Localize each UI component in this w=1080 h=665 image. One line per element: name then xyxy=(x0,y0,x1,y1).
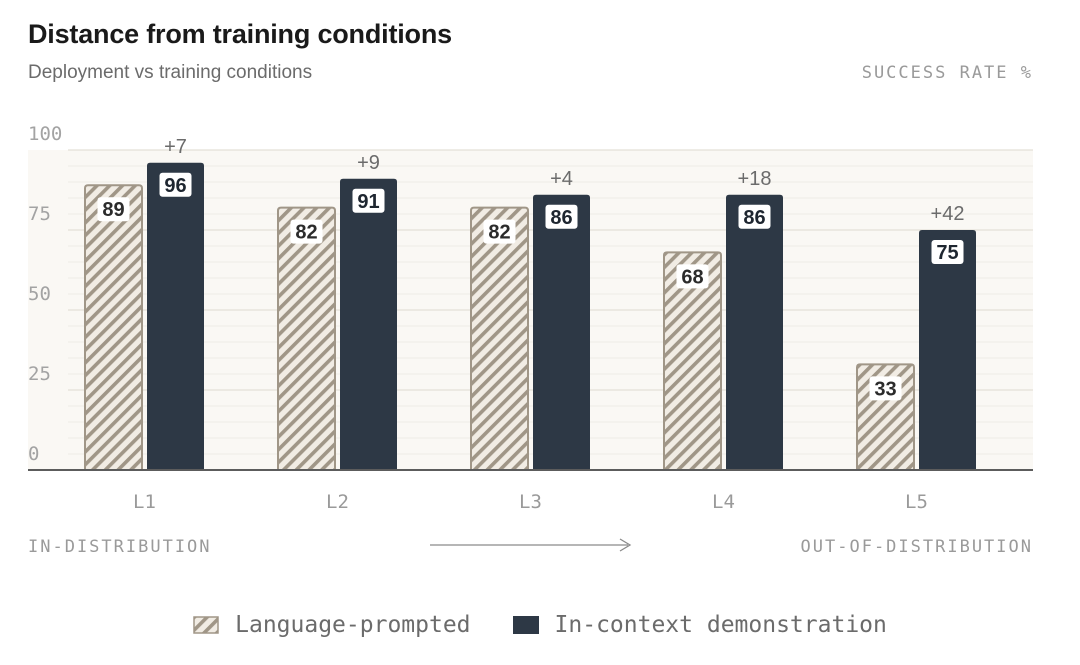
chart-title: Distance from training conditions xyxy=(28,19,452,49)
difference-label: +42 xyxy=(931,203,965,225)
difference-label: +9 xyxy=(357,152,380,174)
demonstration-value-label-box xyxy=(159,172,192,197)
demonstration-bar xyxy=(340,178,397,471)
demonstration-value-label: 75 xyxy=(936,242,958,264)
x-tick-label: L5 xyxy=(905,491,928,513)
language-value-label-box xyxy=(676,264,709,289)
legend-label-language: Language-prompted xyxy=(235,612,471,638)
demonstration-value-label: 86 xyxy=(550,207,572,229)
demonstration-value-label-box xyxy=(931,240,964,264)
demonstration-value-label-box xyxy=(352,188,385,213)
language-prompted-bar xyxy=(84,184,143,471)
difference-label: +7 xyxy=(164,136,187,158)
in-distribution-label: IN-DISTRIBUTION xyxy=(28,537,212,557)
y-axis-ticks: 0 25 50 75 100 xyxy=(28,123,62,465)
chart-legend: Language-prompted In-context demonstrati… xyxy=(0,612,1080,638)
language-value-label: 82 xyxy=(488,222,510,244)
difference-label: +4 xyxy=(550,168,573,190)
language-value-label-box xyxy=(290,219,323,244)
demonstration-value-label-box xyxy=(738,204,771,229)
x-tick-label: L1 xyxy=(133,491,156,513)
legend-item-language: Language-prompted xyxy=(193,612,471,638)
y-tick-label: 50 xyxy=(28,283,51,305)
demonstration-bar xyxy=(147,162,204,471)
language-value-label: 33 xyxy=(874,378,896,400)
bars: 89 96 +7 82 91 +9 82 86 +4 68 86 +18 33 75 +42 xyxy=(84,136,976,471)
language-prompted-bar xyxy=(470,206,529,471)
legend-label-demo: In-context demonstration xyxy=(554,612,887,638)
y-tick-label: 0 xyxy=(28,443,39,465)
language-value-label-box xyxy=(869,376,902,401)
demonstration-value-label: 91 xyxy=(357,191,379,213)
x-tick-label: L3 xyxy=(519,491,542,513)
language-value-label: 89 xyxy=(102,199,124,221)
demonstration-value-label-box xyxy=(545,204,578,229)
chart-subtitle: Deployment vs training conditions xyxy=(28,62,313,83)
language-prompted-bar xyxy=(663,251,722,471)
distribution-arrow-head xyxy=(619,538,632,552)
language-value-label-box xyxy=(483,219,516,244)
demonstration-bar xyxy=(533,194,590,471)
demonstration-bar xyxy=(726,194,783,471)
x-axis-ticks: L1 L2 L3 L4 L5 xyxy=(133,491,928,513)
demonstration-bar xyxy=(919,230,976,470)
language-value-label: 82 xyxy=(295,222,317,244)
y-tick-label: 25 xyxy=(28,363,51,385)
legend-swatch-demo xyxy=(512,616,539,634)
difference-label: +18 xyxy=(738,168,772,190)
legend-swatch-language xyxy=(193,616,219,634)
x-tick-label: L4 xyxy=(712,491,735,513)
language-prompted-bar xyxy=(277,206,336,471)
y-tick-label: 100 xyxy=(28,123,62,145)
demonstration-value-label: 86 xyxy=(743,207,765,229)
language-value-label-box xyxy=(97,197,130,222)
legend-item-demo: In-context demonstration xyxy=(512,612,887,638)
x-tick-label: L2 xyxy=(326,491,349,513)
bar-chart: 0 25 50 75 100 89 96 +7 82 91 +9 82 86 +4 68 86 +18 33 75… xyxy=(28,123,1033,557)
y-tick-label: 75 xyxy=(28,203,51,225)
y-axis-unit-label: SUCCESS RATE % xyxy=(861,63,1033,83)
language-value-label: 68 xyxy=(681,266,703,288)
demonstration-value-label: 96 xyxy=(164,175,186,197)
out-of-distribution-label: OUT-OF-DISTRIBUTION xyxy=(801,537,1033,557)
